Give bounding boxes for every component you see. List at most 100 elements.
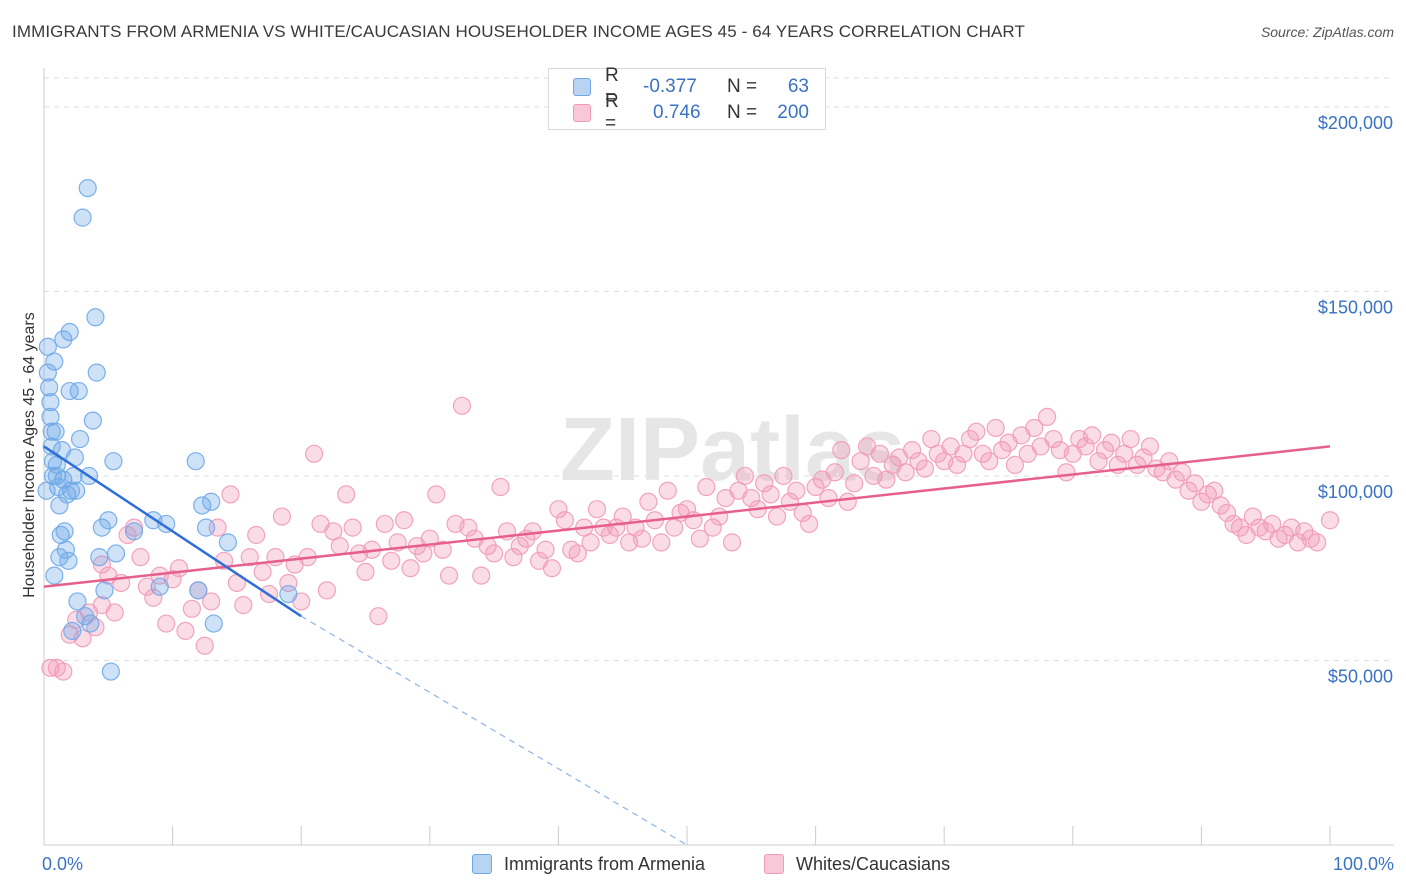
data-point (639, 492, 658, 511)
data-point (54, 662, 73, 681)
blue-series-points (37, 178, 298, 681)
data-point (247, 525, 266, 545)
data-point (240, 548, 259, 567)
data-point (157, 514, 176, 534)
data-point (1218, 503, 1237, 522)
data-point (78, 178, 97, 198)
data-point (394, 511, 414, 530)
data-point (186, 452, 205, 471)
data-point (144, 588, 163, 607)
data-point (68, 592, 87, 611)
data-point (218, 533, 237, 552)
data-point (56, 540, 75, 559)
data-point (1044, 429, 1063, 449)
data-point (613, 507, 632, 526)
legend-n-value: 63 (787, 76, 809, 97)
data-point (870, 444, 890, 463)
data-point (375, 514, 394, 534)
data-point (382, 551, 401, 570)
data-point (92, 518, 111, 537)
data-point (279, 584, 298, 604)
data-point (189, 581, 208, 600)
data-point (1295, 522, 1314, 541)
data-point (176, 621, 195, 641)
data-point (182, 599, 201, 618)
legend-r-value: 0.746 (653, 102, 701, 123)
data-point (433, 540, 452, 559)
data-point (337, 485, 356, 504)
data-point (54, 330, 73, 349)
data-point (43, 466, 63, 486)
data-point (504, 548, 523, 567)
legend-swatch-pink (573, 104, 591, 122)
data-point (69, 381, 88, 401)
data-point (195, 636, 214, 655)
data-point (439, 566, 459, 585)
data-point (46, 422, 65, 441)
data-point (1185, 474, 1205, 493)
y-tick-label: $50,000 (1328, 666, 1393, 686)
source-credit: Source: ZipAtlas.com (1260, 24, 1394, 40)
data-point (1166, 470, 1185, 489)
axes (43, 68, 1394, 846)
watermark: ZIPatlas (560, 400, 905, 500)
data-point (1089, 452, 1108, 471)
data-point (774, 466, 793, 486)
data-point (1230, 518, 1250, 537)
data-point (1037, 407, 1057, 427)
data-point (1102, 433, 1121, 452)
data-point (99, 511, 118, 530)
data-point (124, 522, 144, 541)
data-point (95, 581, 114, 600)
data-point (67, 481, 86, 500)
axis-labels: Householder Income Ages 45 - 64 years 0.… (21, 312, 1394, 874)
data-point (587, 500, 607, 519)
data-point (755, 474, 774, 493)
blue-trend-extension (300, 615, 688, 846)
data-point (253, 562, 272, 582)
data-point (819, 488, 838, 508)
data-point (369, 607, 388, 626)
data-point (101, 662, 120, 681)
data-point (1243, 507, 1262, 526)
data-point (81, 614, 100, 633)
trend-lines (43, 445, 1331, 846)
data-point (845, 474, 864, 493)
data-point (137, 577, 156, 596)
legend-r-label: R = (605, 91, 619, 134)
pink-trend-line (43, 445, 1331, 588)
y-axis-label: Householder Income Ages 45 - 64 years (21, 312, 38, 598)
data-point (427, 485, 446, 504)
data-point (1121, 429, 1140, 449)
data-point (690, 529, 709, 548)
x-tick-label-min: 0.0% (42, 854, 83, 874)
data-point (600, 525, 619, 545)
data-point (800, 514, 819, 534)
y-tick-label: $100,000 (1318, 482, 1393, 502)
data-point (697, 477, 716, 497)
data-point (967, 422, 986, 441)
data-point (73, 208, 92, 227)
data-point (157, 614, 176, 633)
data-point (169, 559, 189, 578)
data-point (73, 629, 92, 648)
data-point (632, 529, 652, 548)
data-point (960, 429, 980, 449)
data-point (83, 411, 102, 430)
data-point (735, 466, 754, 486)
data-point (722, 533, 742, 552)
pink-series-points (41, 396, 1340, 681)
legend-row-pink: R = 0.746 N = 200 (573, 91, 809, 134)
data-point (787, 481, 806, 500)
data-point (825, 463, 844, 482)
data-point (105, 603, 124, 622)
data-point (63, 621, 82, 641)
data-point (234, 596, 253, 615)
data-point (980, 452, 999, 471)
legend: R = -0.377 N = 63 R = 0.746 N = 200 (548, 65, 826, 134)
data-point (838, 492, 857, 511)
data-point (549, 500, 568, 519)
data-point (742, 488, 761, 508)
data-point (555, 511, 574, 530)
data-point (90, 548, 109, 567)
